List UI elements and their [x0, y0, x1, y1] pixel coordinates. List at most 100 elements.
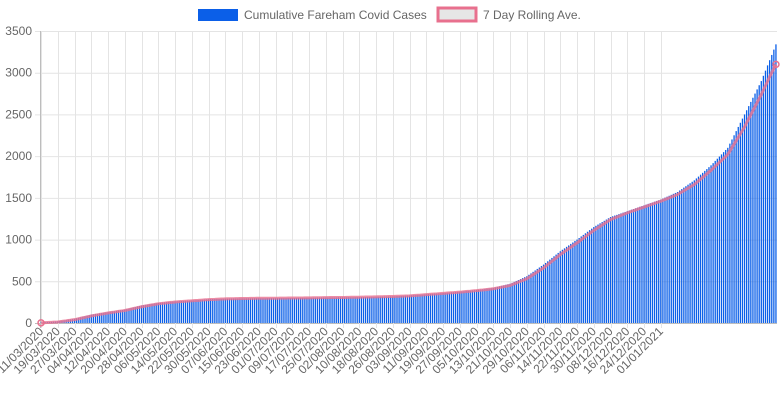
bar-cases[interactable] [109, 311, 111, 323]
bar-cases[interactable] [360, 297, 363, 323]
bar-cases[interactable] [279, 298, 281, 323]
bar-cases[interactable] [362, 297, 365, 323]
bar-cases[interactable] [586, 231, 589, 323]
bar-cases[interactable] [712, 163, 714, 323]
bar-cases[interactable] [687, 184, 689, 323]
bar-cases[interactable] [722, 152, 725, 323]
bar-cases[interactable] [467, 290, 469, 323]
legend-swatch-rolling-ave[interactable] [436, 6, 478, 23]
bar-cases[interactable] [94, 313, 97, 323]
bar-cases[interactable] [496, 286, 499, 323]
bar-cases[interactable] [337, 297, 340, 323]
bar-cases[interactable] [639, 206, 641, 323]
bar-cases[interactable] [153, 303, 155, 323]
bar-cases[interactable] [513, 281, 515, 323]
bar-cases[interactable] [209, 299, 212, 323]
bar-cases[interactable] [274, 298, 277, 323]
bar-cases[interactable] [423, 294, 425, 323]
bar-cases[interactable] [230, 298, 233, 323]
bar-cases[interactable] [498, 286, 501, 323]
bar-cases[interactable] [159, 302, 162, 323]
bar-cases[interactable] [367, 296, 369, 323]
bar-cases[interactable] [750, 101, 752, 323]
bar-cases[interactable] [421, 294, 423, 323]
bar-cases[interactable] [588, 230, 591, 323]
bar-cases[interactable] [377, 296, 379, 323]
bar-cases[interactable] [325, 297, 327, 323]
bar-cases[interactable] [237, 298, 239, 323]
bar-cases[interactable] [341, 297, 344, 323]
bar-cases[interactable] [582, 234, 584, 323]
bar-cases[interactable] [693, 180, 695, 323]
bar-cases[interactable] [243, 298, 245, 323]
bar-cases[interactable] [683, 187, 685, 323]
bar-cases[interactable] [371, 296, 373, 323]
bar-cases[interactable] [444, 292, 446, 323]
bar-cases[interactable] [272, 298, 275, 323]
bar-cases[interactable] [356, 297, 358, 323]
bar-cases[interactable] [302, 297, 304, 323]
bar-cases[interactable] [603, 220, 605, 323]
bar-cases[interactable] [346, 297, 348, 323]
bar-cases[interactable] [557, 252, 559, 323]
bar-cases[interactable] [205, 299, 208, 323]
bar-cases[interactable] [176, 301, 178, 323]
bar-cases[interactable] [616, 214, 618, 323]
bar-cases[interactable] [524, 277, 526, 323]
bar-cases[interactable] [306, 297, 308, 323]
bar-cases[interactable] [678, 190, 681, 323]
bar-cases[interactable] [247, 298, 249, 323]
bar-cases[interactable] [490, 288, 492, 323]
bar-cases[interactable] [454, 292, 457, 323]
bar-cases[interactable] [381, 296, 383, 323]
bar-cases[interactable] [685, 186, 687, 323]
bar-cases[interactable] [737, 126, 739, 323]
bar-cases[interactable] [653, 201, 656, 323]
bar-cases[interactable] [86, 315, 88, 323]
bar-cases[interactable] [233, 298, 235, 323]
bar-cases[interactable] [270, 298, 273, 323]
bar-cases[interactable] [561, 249, 564, 323]
legend-label-cases[interactable]: Cumulative Fareham Covid Cases [244, 8, 427, 22]
bar-cases[interactable] [643, 205, 645, 323]
bar-cases[interactable] [773, 49, 775, 323]
bar-cases[interactable] [122, 309, 124, 323]
bar-cases[interactable] [635, 208, 637, 323]
bar-cases[interactable] [591, 228, 593, 323]
bar-cases[interactable] [331, 297, 333, 323]
bar-cases[interactable] [394, 296, 396, 323]
bar-cases[interactable] [256, 298, 258, 323]
bar-cases[interactable] [373, 296, 375, 323]
bar-cases[interactable] [691, 181, 693, 323]
bar-cases[interactable] [364, 296, 367, 323]
bar-cases[interactable] [415, 294, 417, 323]
bar-cases[interactable] [572, 242, 574, 323]
bar-cases[interactable] [161, 302, 164, 323]
bar-cases[interactable] [404, 295, 407, 323]
bar-cases[interactable] [207, 299, 210, 323]
bar-cases[interactable] [771, 54, 773, 323]
bar-cases[interactable] [762, 75, 765, 323]
bar-cases[interactable] [542, 264, 545, 323]
bar-cases[interactable] [764, 70, 767, 323]
bar-cases[interactable] [216, 298, 218, 323]
bar-cases[interactable] [448, 292, 450, 323]
bar-cases[interactable] [199, 299, 201, 323]
bar-cases[interactable] [553, 256, 555, 323]
bar-cases[interactable] [442, 292, 444, 323]
bar-cases[interactable] [107, 312, 109, 323]
bar-cases[interactable] [80, 317, 82, 323]
bar-cases[interactable] [626, 211, 628, 323]
bar-cases[interactable] [417, 294, 419, 323]
bar-cases[interactable] [718, 156, 721, 323]
bar-cases[interactable] [224, 298, 226, 323]
bar-cases[interactable] [515, 280, 517, 323]
bar-cases[interactable] [410, 295, 413, 323]
line-rolling-average[interactable] [40, 63, 778, 325]
bar-cases[interactable] [329, 297, 331, 323]
bar-cases[interactable] [406, 295, 409, 323]
bar-cases[interactable] [212, 299, 214, 323]
bar-cases[interactable] [739, 122, 742, 324]
bar-cases[interactable] [145, 304, 147, 323]
bar-cases[interactable] [568, 245, 570, 323]
